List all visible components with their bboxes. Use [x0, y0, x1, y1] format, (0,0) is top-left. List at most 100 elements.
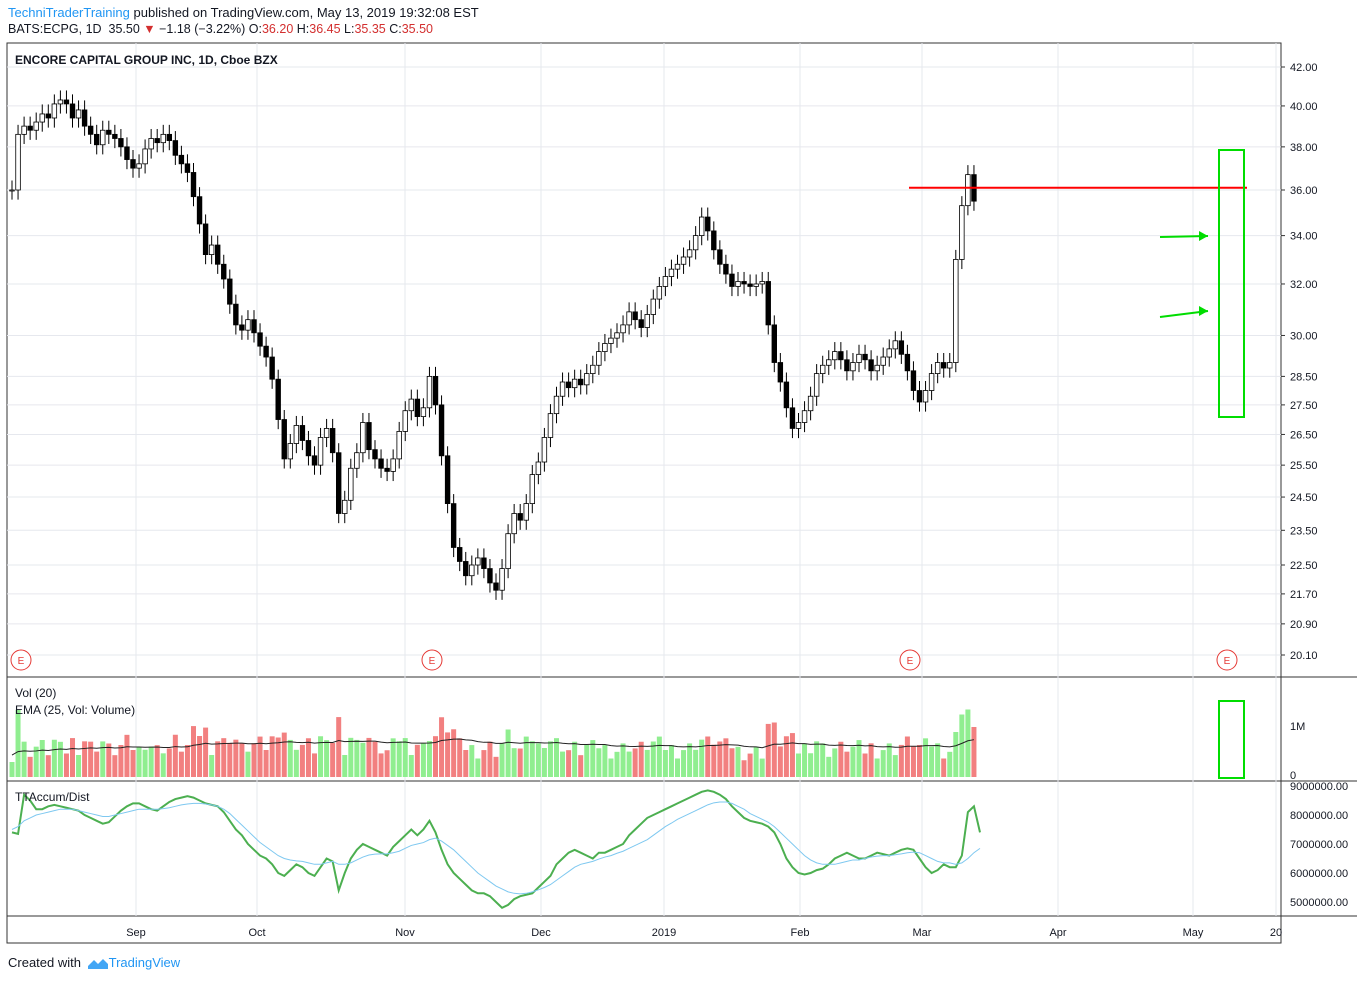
candle-down — [335, 452, 342, 514]
volume-bar — [699, 739, 705, 777]
candle-up — [390, 458, 396, 472]
volume-bar — [33, 746, 39, 777]
earnings-marker-label: E — [18, 656, 25, 667]
candle-down — [741, 281, 747, 285]
volume-bar — [21, 741, 27, 777]
candle-down — [233, 303, 239, 326]
candle-up — [529, 474, 535, 504]
volume-bar — [130, 750, 136, 777]
volume-bar — [753, 746, 759, 777]
candle-up — [317, 437, 324, 466]
volume-bar — [245, 751, 251, 777]
candle-up — [807, 395, 814, 412]
volume-bar — [910, 746, 916, 777]
candle-up — [880, 356, 886, 366]
candle-down — [196, 196, 203, 225]
candle-down — [487, 568, 493, 584]
accum-indicator-label: TTAccum/Dist — [15, 790, 90, 804]
volume-bar — [602, 745, 608, 777]
author-link[interactable]: TechniTraderTraining — [8, 5, 130, 20]
volume-bar — [63, 753, 69, 777]
candle-down — [112, 133, 118, 139]
candle-down — [941, 362, 947, 369]
candle-up — [650, 298, 656, 315]
breakout-highlight-box — [1218, 149, 1245, 418]
volume-bar — [656, 736, 662, 777]
candle-up — [348, 467, 354, 501]
volume-bar — [687, 743, 693, 777]
volume-bar — [305, 738, 311, 777]
candle-up — [584, 373, 590, 386]
volume-bar — [469, 745, 475, 777]
volume-bar — [923, 738, 929, 777]
volume-bar — [318, 736, 324, 777]
volume-bar — [233, 739, 239, 777]
x-tick-label: Oct — [248, 927, 265, 939]
earnings-marker-label: E — [1224, 656, 1231, 667]
volume-bar — [541, 748, 547, 777]
candle-down — [257, 332, 263, 347]
price-tick-label: 32.00 — [1290, 279, 1318, 291]
candle-down — [838, 351, 844, 361]
volume-bar — [644, 749, 650, 777]
volume-bar — [572, 741, 578, 777]
x-tick-label: Dec — [531, 927, 551, 939]
volume-bar — [336, 717, 342, 777]
volume-bar — [227, 742, 233, 777]
volume-bar — [880, 750, 886, 777]
down-arrow-icon: ▼ — [143, 22, 156, 36]
candle-up — [402, 410, 408, 432]
volume-bar — [263, 750, 269, 777]
candle-down — [190, 172, 197, 198]
volume-bar — [287, 739, 293, 777]
candle-up — [342, 499, 348, 514]
volume-bar — [662, 750, 668, 777]
candle-up — [354, 452, 360, 469]
volume-bar — [463, 750, 469, 777]
candle-down — [450, 503, 457, 548]
price-tick-label: 27.50 — [1290, 400, 1318, 412]
high-label: H: — [296, 22, 310, 36]
candle-up — [426, 375, 433, 409]
x-tick-label: Sep — [126, 927, 146, 939]
candle-down — [438, 404, 445, 457]
volume-bar — [904, 736, 910, 777]
chart-frame — [6, 42, 1282, 944]
candle-up — [547, 413, 554, 438]
volume-bar — [136, 746, 142, 777]
accum-average-line — [11, 801, 981, 895]
candle-up — [801, 410, 808, 423]
accum-tick-label: 6000000.00 — [1290, 868, 1348, 880]
candle-up — [826, 359, 832, 366]
volume-bar — [88, 741, 94, 777]
candle-down — [632, 311, 638, 321]
price-tick-label: 21.70 — [1290, 589, 1318, 601]
publish-info: published on TradingView.com, May 13, 20… — [133, 5, 479, 20]
volume-bar — [777, 746, 783, 777]
accum-tick-label: 9000000.00 — [1290, 781, 1348, 793]
candle-up — [21, 125, 27, 135]
candle-down — [638, 319, 644, 328]
earnings-marker — [10, 649, 32, 671]
volume-bar — [711, 744, 717, 777]
candle-down — [87, 125, 94, 135]
ema-indicator-label: EMA (25, Vol: Volume) — [15, 703, 135, 717]
volume-bar — [372, 741, 378, 777]
volume-bar — [45, 755, 51, 777]
volume-bar — [796, 753, 801, 777]
volume-bar — [529, 741, 535, 777]
candle-down — [463, 561, 469, 577]
chart-header: TechniTraderTraining published on Tradin… — [8, 4, 479, 38]
volume-bar — [789, 733, 795, 777]
candle-down — [765, 281, 771, 326]
candle-down — [711, 230, 717, 251]
candle-up — [692, 235, 699, 251]
candle-down — [221, 263, 227, 280]
tradingview-link[interactable]: TradingView — [108, 955, 181, 970]
volume-bar — [269, 736, 275, 777]
volume-bar — [838, 741, 844, 777]
volume-bar — [783, 736, 789, 777]
candle-up — [813, 373, 820, 397]
candle-up — [396, 431, 402, 460]
